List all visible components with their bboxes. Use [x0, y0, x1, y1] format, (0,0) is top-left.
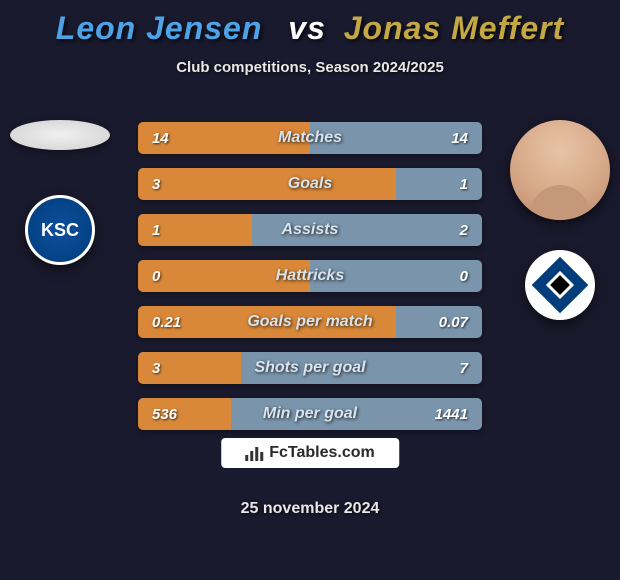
date-label: 25 november 2024 — [0, 500, 620, 518]
stat-row: 12Assists — [138, 214, 482, 246]
player1-club-badge: KSC — [25, 195, 95, 265]
player2-avatar — [510, 120, 610, 220]
subtitle: Club competitions, Season 2024/2025 — [0, 59, 620, 76]
stat-label: Matches — [138, 129, 482, 147]
vs-text: vs — [288, 10, 326, 46]
stat-row: 1414Matches — [138, 122, 482, 154]
stat-row: 00Hattricks — [138, 260, 482, 292]
player2-name: Jonas Meffert — [344, 10, 564, 46]
stat-label: Shots per goal — [138, 359, 482, 377]
comparison-title: Leon Jensen vs Jonas Meffert — [0, 0, 620, 47]
stat-row: 5361441Min per goal — [138, 398, 482, 430]
stat-label: Goals — [138, 175, 482, 193]
club-left-label: KSC — [41, 220, 79, 241]
fctables-badge: FcTables.com — [221, 438, 399, 468]
stat-row: 0.210.07Goals per match — [138, 306, 482, 338]
stat-label: Assists — [138, 221, 482, 239]
stats-bars: 1414Matches 31Goals 12Assists 00Hattricks 0.… — [138, 122, 482, 444]
stat-row: 37Shots per goal — [138, 352, 482, 384]
stat-label: Hattricks — [138, 267, 482, 285]
stat-label: Min per goal — [138, 405, 482, 423]
player1-name: Leon Jensen — [56, 10, 263, 46]
player1-photo-placeholder — [10, 120, 110, 150]
stat-label: Goals per match — [138, 313, 482, 331]
badge-text: FcTables.com — [269, 444, 375, 462]
chart-icon — [245, 445, 263, 461]
player2-club-badge — [525, 250, 595, 320]
hsv-diamond-icon — [532, 257, 589, 314]
stat-row: 31Goals — [138, 168, 482, 200]
